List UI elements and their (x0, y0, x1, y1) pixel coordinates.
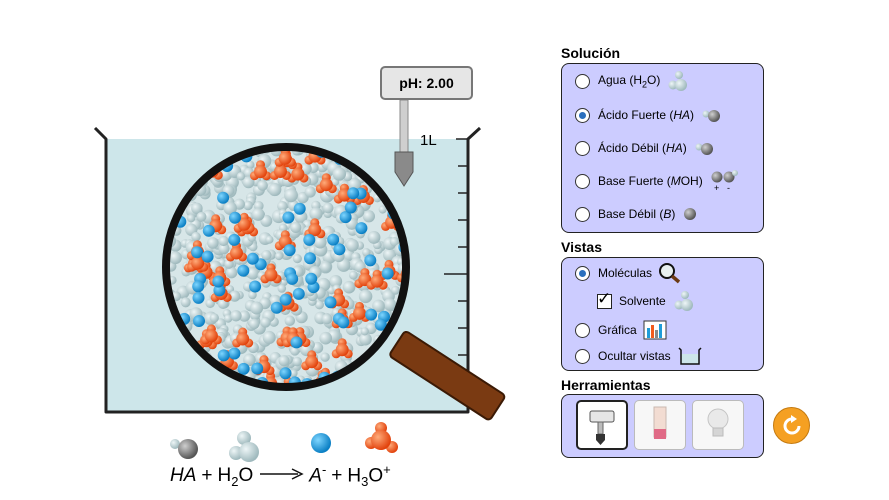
option-weak-base-label: Base Débil (B) (598, 207, 676, 221)
eq-plus2: + (331, 465, 343, 487)
water-molecule-icon (674, 291, 693, 311)
ph-meter-tool-icon (589, 410, 615, 445)
arrow-icon (260, 468, 304, 480)
ph-meter-tool-button[interactable] (576, 400, 628, 450)
option-weak-acid-label: Ácido Débil (HA) (598, 141, 687, 155)
view-hide[interactable]: Ocultar vistas (575, 346, 703, 366)
radio-weak-acid[interactable] (575, 140, 590, 156)
radio-hide[interactable] (575, 348, 590, 364)
solvent-checkbox[interactable]: ✓ (597, 288, 612, 309)
eq-product2: H3O+ (347, 462, 391, 490)
radio-strong-acid[interactable] (575, 107, 590, 123)
radio-weak-base[interactable] (575, 206, 590, 222)
eq-reactant1: HA (170, 465, 197, 487)
view-graph[interactable]: Gráfica (575, 320, 667, 340)
moh-molecule-icon: + - (711, 170, 738, 193)
hydronium-icon (365, 422, 398, 453)
water-molecule-icon (668, 71, 688, 91)
solution-panel: Agua (H2O) Ácido Fuerte (HA) Ácido Débil… (561, 63, 764, 233)
svg-text:-: - (727, 183, 730, 193)
magnifier-handle[interactable] (389, 330, 506, 421)
reset-button[interactable] (773, 407, 810, 444)
radio-water[interactable] (575, 73, 590, 89)
option-strong-base[interactable]: Base Fuerte (MOH) + - (575, 170, 739, 193)
radio-strong-base[interactable] (575, 173, 590, 189)
ha-molecule-icon (702, 110, 721, 122)
radio-graph[interactable] (575, 322, 590, 338)
views-panel: Moléculas ✓ Solvente Gráfica Ocultar vis… (561, 257, 764, 371)
option-water[interactable]: Agua (H2O) (575, 71, 688, 91)
ph-paper-tool-button[interactable] (634, 400, 686, 450)
equation-icons (170, 422, 398, 462)
view-graph-label: Gráfica (598, 323, 637, 337)
beaker-icon (678, 347, 702, 365)
anion-icon (311, 433, 331, 453)
radio-molecules[interactable] (575, 265, 590, 281)
conductivity-tool-button[interactable] (692, 400, 744, 450)
view-molecules-label: Moléculas (598, 266, 653, 280)
beaker-scene: 1L (93, 99, 506, 462)
b-molecule-icon (684, 208, 697, 220)
eq-reactant2: H2O (217, 465, 254, 490)
option-strong-acid-label: Ácido Fuerte (HA) (598, 108, 695, 122)
beaker-outline (93, 126, 482, 414)
svg-text:+: + (714, 183, 719, 193)
magnifier-icon (659, 263, 681, 284)
solution-title: Solución (561, 45, 621, 61)
option-water-label: Agua (H2O) (598, 72, 661, 90)
view-hide-label: Ocultar vistas (598, 349, 671, 363)
solvent-label: Solvente (619, 294, 666, 308)
tools-title: Herramientas (561, 377, 651, 393)
option-weak-acid[interactable]: Ácido Débil (HA) (575, 138, 715, 158)
eq-plus1: + (201, 465, 213, 487)
ph-paper-tool-icon (653, 406, 667, 439)
view-molecules[interactable]: Moléculas (575, 263, 682, 284)
magnifier-lens[interactable] (162, 140, 418, 397)
eq-product1: A- (309, 462, 327, 487)
ha-molecule-icon (170, 439, 198, 459)
ph-readout[interactable]: pH: 2.00 (380, 66, 473, 100)
light-bulb-icon (707, 408, 729, 437)
ph-probe[interactable] (394, 99, 414, 187)
reaction-equation: HA + H2O A- + H3O+ (170, 462, 430, 492)
solvent-checkbox-row[interactable]: ✓ Solvente (597, 288, 694, 311)
bar-graph-icon (643, 320, 667, 340)
water-molecule-icon (229, 431, 259, 462)
option-weak-base[interactable]: Base Débil (B) (575, 204, 699, 224)
volume-label: 1L (420, 132, 437, 149)
option-strong-acid[interactable]: Ácido Fuerte (HA) (575, 105, 722, 125)
views-title: Vistas (561, 239, 602, 255)
ha-molecule-icon (695, 143, 713, 155)
reset-icon (783, 414, 800, 434)
option-strong-base-label: Base Fuerte (MOH) (598, 174, 703, 188)
